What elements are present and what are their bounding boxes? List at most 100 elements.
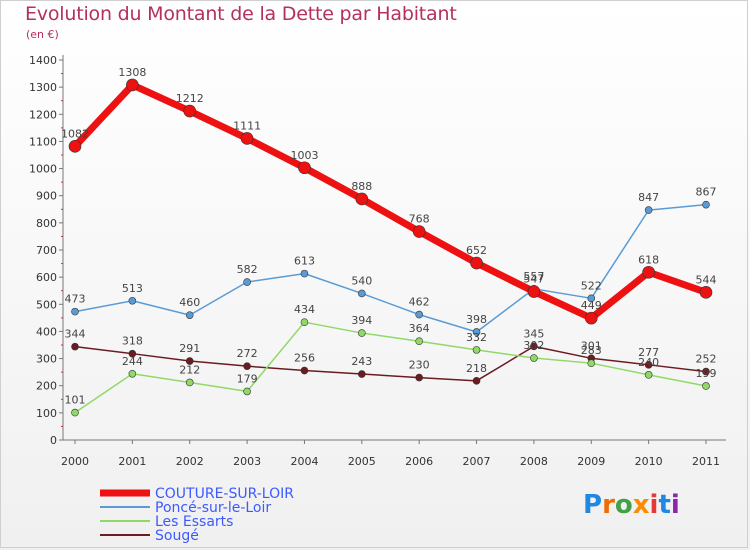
data-point-soug- [128,349,137,358]
data-point-ponc-sur-le-loir [587,294,596,303]
data-point-les-essarts [530,354,538,362]
data-point-ponc-sur-le-loir [300,269,309,278]
data-point-couture-sur-loir [298,161,311,175]
x-tick-label: 2009 [577,455,605,468]
data-label-soug-: 344 [65,328,86,341]
logo-letter: i [649,490,659,520]
data-label-ponc-sur-le-loir: 613 [294,255,315,268]
logo-letter: t [658,490,671,520]
data-point-couture-sur-loir [699,286,713,299]
y-tick-label: 100 [36,407,57,420]
data-point-soug- [702,367,710,376]
data-label-ponc-sur-le-loir: 557 [523,270,544,283]
x-tick-label: 2004 [290,455,318,468]
data-label-couture-sur-loir: 652 [466,244,487,257]
data-point-les-essarts [128,369,137,378]
data-point-soug- [358,370,366,378]
logo-letter: o [614,490,633,520]
data-label-soug-: 272 [237,347,258,360]
data-label-ponc-sur-le-loir: 540 [351,274,372,287]
data-labels-layer: 344 318 291 272 256 243 230 218 345 301 277 252 101 2… [61,66,717,407]
data-point-les-essarts [300,318,309,327]
data-label-les-essarts: 240 [638,356,659,369]
data-label-couture-sur-loir: 888 [351,180,372,193]
data-point-couture-sur-loir [68,140,82,153]
data-label-couture-sur-loir: 1082 [61,127,89,140]
data-label-couture-sur-loir: 1212 [176,92,204,105]
data-label-les-essarts: 364 [409,322,430,335]
data-label-ponc-sur-le-loir: 522 [581,279,602,292]
data-label-soug-: 291 [179,342,200,355]
y-tick-label: 1300 [29,81,57,94]
data-point-couture-sur-loir [470,256,483,270]
x-tick-label: 2011 [692,455,720,468]
x-tick-label: 2010 [635,455,663,468]
data-label-ponc-sur-le-loir: 398 [466,313,487,326]
data-label-soug-: 301 [581,339,602,352]
x-tick-label: 2000 [61,455,89,468]
data-label-ponc-sur-le-loir: 460 [179,296,200,309]
data-point-soug- [300,366,309,375]
data-point-couture-sur-loir [527,285,541,298]
data-point-les-essarts [185,378,194,387]
data-point-couture-sur-loir [355,192,369,206]
y-tick-label: 700 [36,244,57,257]
logo-letter: r [602,490,615,520]
data-point-ponc-sur-le-loir [358,289,366,298]
data-label-les-essarts: 179 [237,372,258,385]
data-label-les-essarts: 302 [523,339,544,352]
data-label-les-essarts: 212 [179,363,200,376]
y-tick-label: 1000 [29,163,57,176]
data-point-soug- [71,342,79,351]
proxiti-logo: Proxiti [583,490,680,520]
data-point-soug- [243,362,251,370]
data-point-couture-sur-loir [126,78,139,92]
data-label-couture-sur-loir: 1111 [233,119,261,132]
series-line-soug- [74,345,707,382]
data-point-soug- [415,373,423,382]
series-line-ponc-sur-le-loir [74,203,707,333]
data-point-ponc-sur-le-loir [128,296,137,305]
data-label-soug-: 218 [466,362,487,375]
logo-letter: P [583,490,603,520]
data-point-les-essarts [415,337,423,346]
data-point-couture-sur-loir [584,311,598,325]
data-point-soug- [185,357,194,365]
data-point-ponc-sur-le-loir [71,307,79,316]
series-layer [68,78,713,417]
logo-letter: i [670,490,680,520]
data-label-soug-: 345 [523,327,544,340]
data-label-les-essarts: 101 [65,394,86,407]
y-tick-label: 1200 [29,108,57,121]
series-line-couture-sur-loir [71,81,710,322]
data-label-couture-sur-loir: 547 [523,273,544,286]
data-point-les-essarts [644,371,653,379]
data-label-couture-sur-loir: 768 [409,213,430,226]
data-label-couture-sur-loir: 1003 [290,149,318,162]
chart-title: Evolution du Montant de la Dette par Hab… [25,3,457,25]
data-label-ponc-sur-le-loir: 847 [638,191,659,204]
y-tick-label: 300 [36,353,57,366]
data-point-ponc-sur-le-loir [243,278,251,286]
data-label-ponc-sur-le-loir: 473 [65,293,86,306]
data-label-couture-sur-loir: 544 [696,273,717,286]
data-label-couture-sur-loir: 449 [581,299,602,312]
data-point-ponc-sur-le-loir [644,206,653,214]
data-point-ponc-sur-le-loir [415,310,423,319]
data-label-les-essarts: 394 [351,314,372,327]
data-point-les-essarts [243,387,251,396]
data-label-les-essarts: 332 [466,331,487,344]
x-tick-label: 2001 [118,455,146,468]
data-label-soug-: 318 [122,335,143,348]
data-label-ponc-sur-le-loir: 582 [237,263,258,276]
data-label-soug-: 230 [409,359,430,372]
data-point-les-essarts [702,382,710,390]
series-line-les-essarts [74,321,707,414]
data-label-ponc-sur-le-loir: 462 [409,296,430,309]
data-point-couture-sur-loir [240,132,254,145]
y-tick-label: 1100 [29,135,57,148]
data-label-ponc-sur-le-loir: 513 [122,282,143,295]
data-label-ponc-sur-le-loir: 867 [696,186,717,199]
x-tick-label: 2006 [405,455,433,468]
